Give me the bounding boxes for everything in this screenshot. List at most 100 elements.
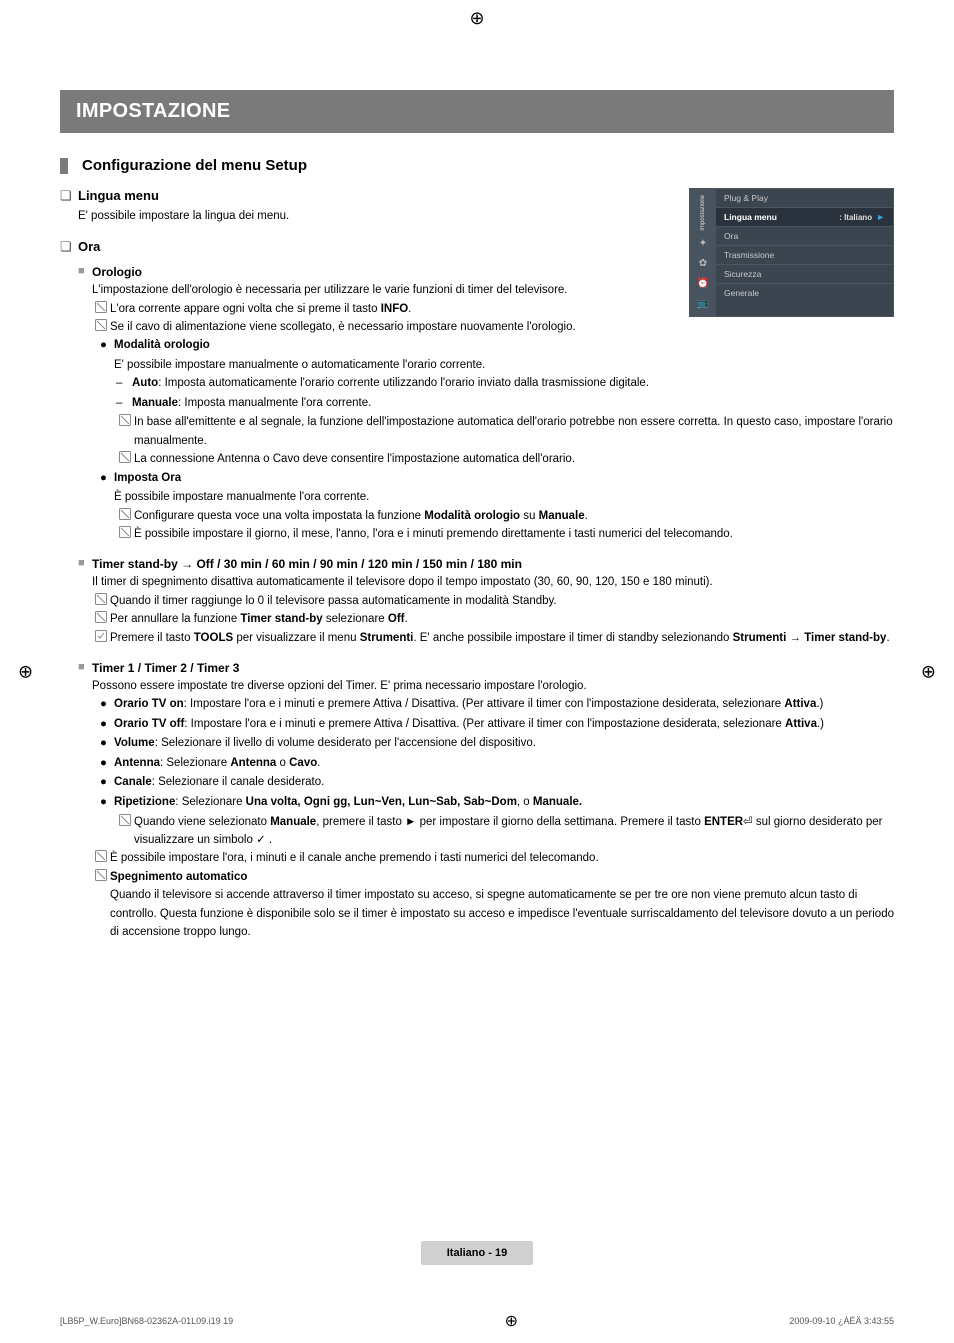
bullet-row: ● Orario TV off: Impostare l'ora e i min…: [100, 715, 894, 735]
osd-label: Sicurezza: [724, 269, 761, 279]
note-row: In base all'emittente e al segnale, la f…: [116, 413, 894, 450]
note-text: La connessione Antenna o Cavo deve conse…: [134, 450, 894, 468]
note-text: È possibile impostare il giorno, il mese…: [134, 525, 894, 543]
modalita-desc: E' possibile impostare manualmente o aut…: [114, 356, 894, 374]
imposta-ora-title: Imposta Ora: [114, 472, 181, 484]
note-row: Quando il timer raggiunge lo 0 il televi…: [92, 592, 894, 610]
lingua-menu-title: Lingua menu: [78, 188, 159, 203]
note-icon: [116, 413, 134, 426]
file-ref: [LB5P_W.Euro]BN68-02362A-01L09.i19 19: [60, 1316, 233, 1326]
note-icon: [116, 450, 134, 463]
note-row: Per annullare la funzione Timer stand-by…: [92, 610, 894, 628]
modalita-heading: ● Modalità orologio: [100, 336, 894, 356]
tools-text: Premere il tasto TOOLS per visualizzare …: [110, 629, 894, 647]
auto-text: Auto: Imposta automaticamente l'orario c…: [132, 374, 894, 394]
imposta-ora-desc: È possibile impostare manualmente l'ora …: [114, 488, 894, 506]
lingua-menu-desc: E' possibile impostare la lingua dei men…: [78, 208, 598, 225]
registration-mark-icon: ⊕: [505, 1311, 518, 1331]
osd-icon: ✦: [696, 237, 710, 251]
spegnimento-title: Spegnimento automatico: [110, 868, 894, 886]
dash-icon: –: [116, 394, 132, 414]
osd-label: Plug & Play: [724, 193, 768, 203]
note-row: Quando viene selezionato Manuale, premer…: [116, 813, 894, 850]
enter-icon: ⏎: [743, 816, 753, 828]
dash-icon: –: [116, 374, 132, 394]
note-row: Configurare questa voce una volta impost…: [116, 507, 894, 525]
osd-row: Sicurezza: [716, 265, 893, 284]
rip-note-text: Quando viene selezionato Manuale, premer…: [134, 813, 894, 850]
imposta-ora-heading: ● Imposta Ora: [100, 469, 894, 489]
note-row: È possibile impostare l'ora, i minuti e …: [92, 849, 894, 867]
osd-list: Plug & Play Lingua menu : Italiano► Ora …: [716, 189, 893, 316]
bottom-meta: [LB5P_W.Euro]BN68-02362A-01L09.i19 19 ⊕ …: [0, 1305, 954, 1343]
osd-row: Generale: [716, 284, 893, 316]
grey-square-icon: ■: [78, 557, 92, 569]
note-icon: [92, 300, 110, 313]
ora-title: Ora: [78, 239, 100, 254]
timestamp: 2009-09-10 ¿ÀÈÄ 3:43:55: [789, 1316, 894, 1326]
note-icon: [92, 868, 110, 881]
check-icon: ✓: [256, 834, 266, 846]
grey-square-icon: ■: [78, 265, 92, 277]
volume-text: Volume: Selezionare il livello di volume…: [114, 734, 894, 754]
bullet-icon: ●: [100, 754, 114, 774]
osd-row: Trasmissione: [716, 246, 893, 265]
spegnimento-text: Quando il televisore si accende attraver…: [110, 886, 894, 941]
note-text: Per annullare la funzione Timer stand-by…: [110, 610, 894, 628]
note-icon: [92, 849, 110, 862]
osd-icon: ⏰: [696, 277, 710, 291]
timer123-title: Timer 1 / Timer 2 / Timer 3: [92, 661, 239, 675]
note-row: È possibile impostare il giorno, il mese…: [116, 525, 894, 543]
tools-row: Premere il tasto TOOLS per visualizzare …: [92, 629, 894, 647]
bullet-icon: ●: [100, 695, 114, 715]
note-text: È possibile impostare l'ora, i minuti e …: [110, 849, 894, 867]
note-icon: [92, 592, 110, 605]
bullet-icon: ●: [100, 336, 114, 356]
page-number-label: Italiano - 19: [421, 1241, 534, 1265]
osd-row: Plug & Play: [716, 189, 893, 208]
outline-square-icon: ❏: [60, 188, 78, 204]
canale-text: Canale: Selezionare il canale desiderato…: [114, 773, 894, 793]
osd-label: Trasmissione: [724, 250, 774, 260]
osd-label: Generale: [724, 288, 759, 298]
timer123-intro: Possono essere impostate tre diverse opz…: [92, 677, 894, 695]
note-icon: [116, 813, 134, 826]
grey-square-icon: ■: [78, 661, 92, 673]
note-text: Quando il timer raggiunge lo 0 il televi…: [110, 592, 894, 610]
bullet-icon: ●: [100, 715, 114, 735]
subsection-bar: [60, 158, 68, 174]
content-area: Impostazione ✦ ✿ ⏰ 📺 Plug & Play Lingua …: [60, 188, 894, 941]
bullet-row: ● Volume: Selezionare il livello di volu…: [100, 734, 894, 754]
osd-icon: ✿: [696, 257, 710, 271]
modalita-title: Modalità orologio: [114, 339, 210, 351]
timer123-heading: ■ Timer 1 / Timer 2 / Timer 3: [78, 661, 894, 675]
outline-square-icon: ❏: [60, 239, 78, 255]
osd-icon-column: Impostazione ✦ ✿ ⏰ 📺: [690, 189, 716, 316]
osd-label: Lingua menu: [724, 212, 777, 222]
bullet-row: ● Canale: Selezionare il canale desidera…: [100, 773, 894, 793]
dash-row: – Auto: Imposta automaticamente l'orario…: [116, 374, 894, 394]
tvoff-text: Orario TV off: Impostare l'ora e i minut…: [114, 715, 894, 735]
manuale-text: Manuale: Imposta manualmente l'ora corre…: [132, 394, 894, 414]
note-text: Configurare questa voce una volta impost…: [134, 507, 894, 525]
spegnimento-row: Spegnimento automatico: [92, 868, 894, 886]
osd-label: Ora: [724, 231, 738, 241]
osd-value: : Italiano: [839, 213, 872, 222]
subsection-row: Configurazione del menu Setup: [60, 157, 894, 174]
tvon-text: Orario TV on: Impostare l'ora e i minuti…: [114, 695, 894, 715]
note-icon: [92, 318, 110, 331]
note-row: La connessione Antenna o Cavo deve conse…: [116, 450, 894, 468]
osd-row: Ora: [716, 227, 893, 246]
bullet-row: ● Orario TV on: Impostare l'ora e i minu…: [100, 695, 894, 715]
page: IMPOSTAZIONE Configurazione del menu Set…: [0, 0, 954, 1305]
orologio-title: Orologio: [92, 265, 142, 279]
note-icon: [92, 610, 110, 623]
note-text: Se il cavo di alimentazione viene scolle…: [110, 318, 894, 336]
timer-standby-intro: Il timer di spegnimento disattiva automa…: [92, 573, 894, 591]
osd-row-selected: Lingua menu : Italiano ►: [716, 208, 893, 227]
timer-standby-heading: ■ Timer stand-by → Off / 30 min / 60 min…: [78, 557, 894, 571]
osd-icon: 📺: [696, 297, 710, 311]
bullet-icon: ●: [100, 734, 114, 754]
osd-arrow-icon: ►: [876, 212, 885, 222]
note-icon: [116, 525, 134, 538]
